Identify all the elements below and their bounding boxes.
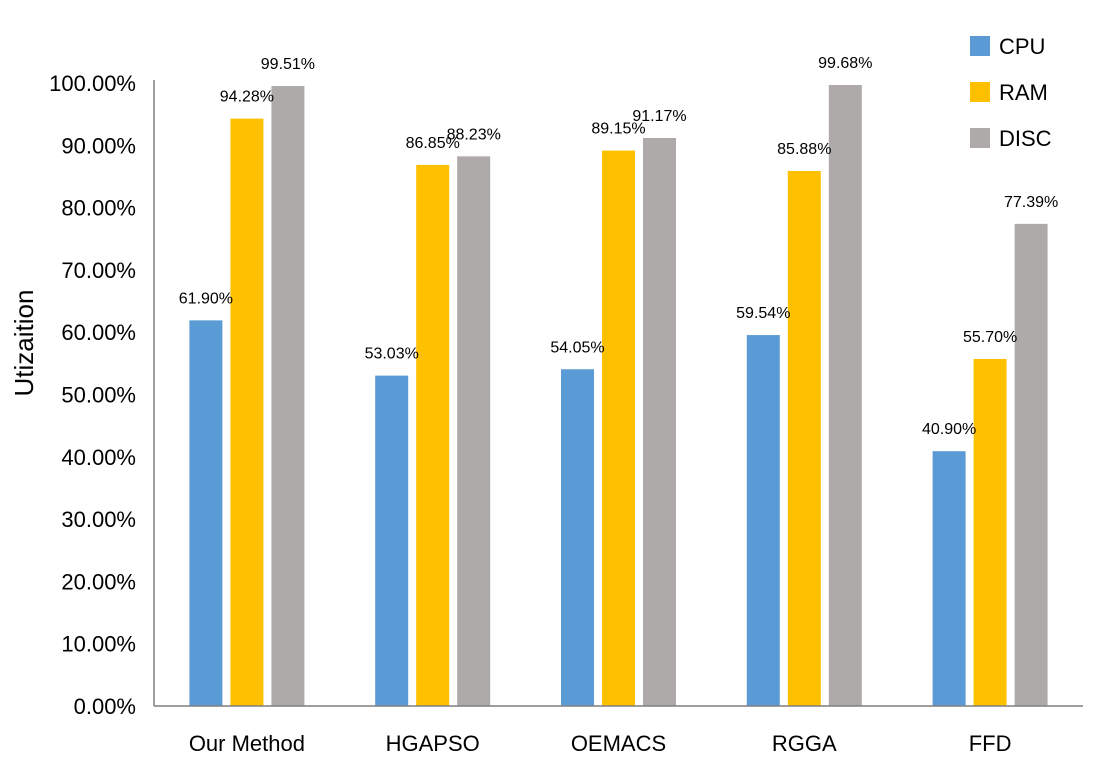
x-tick-label: RGGA — [772, 731, 837, 756]
legend-swatch-disc — [970, 128, 990, 148]
legend-swatch-ram — [970, 82, 990, 102]
data-label-cpu-3: 59.54% — [736, 305, 790, 322]
y-tick-label: 70.00% — [61, 258, 136, 283]
legend-swatch-cpu — [970, 36, 990, 56]
bar-cpu-1 — [375, 375, 409, 706]
bar-cpu-4 — [932, 451, 966, 706]
y-tick-label: 20.00% — [61, 569, 136, 594]
y-tick-label: 80.00% — [61, 196, 136, 221]
x-tick-label: Our Method — [189, 731, 305, 756]
bar-ram-2 — [602, 150, 635, 706]
data-label-cpu-2: 54.05% — [550, 339, 604, 356]
legend: CPU RAM DISC — [970, 34, 1052, 151]
y-tick-label: 60.00% — [61, 320, 136, 345]
bar-cpu-3 — [746, 335, 780, 706]
data-label-cpu-1: 53.03% — [365, 346, 419, 363]
data-labels: 61.90% 94.28% 99.51% 53.03% 86.85%88.23% 54.0… — [179, 55, 1058, 438]
y-tick-label: 0.00% — [74, 694, 136, 719]
data-label-cpu-0: 61.90% — [179, 290, 233, 307]
bar-cpu-2 — [561, 369, 594, 706]
x-tick-label: FFD — [969, 731, 1012, 756]
data-label-disc-3: 99.68% — [818, 55, 872, 72]
y-tick-label: 30.00% — [61, 507, 136, 532]
bar-disc-0 — [271, 86, 305, 707]
y-tick-label: 100.00% — [49, 71, 136, 96]
x-tick-label: OEMACS — [571, 731, 666, 756]
y-tick-label: 10.00% — [61, 632, 136, 657]
bar-disc-1 — [457, 156, 491, 707]
axes — [153, 80, 1083, 707]
y-axis-title: Utizaition — [9, 290, 39, 397]
data-label-disc-0: 99.51% — [261, 56, 315, 73]
y-tick-label: 40.00% — [61, 445, 136, 470]
data-label-ram-3: 85.88% — [777, 141, 831, 158]
bar-ram-0 — [230, 118, 264, 706]
legend-label-disc: DISC — [999, 126, 1052, 151]
legend-label-ram: RAM — [999, 80, 1048, 105]
x-tick-label: HGAPSO — [386, 731, 480, 756]
data-label-disc-4: 77.39% — [1004, 194, 1058, 211]
y-axis-ticks: 0.00% 10.00% 20.00% 30.00% 40.00% 50.00% 60.00… — [49, 71, 136, 719]
data-label-ram-2: 89.15% — [591, 121, 645, 138]
bar-disc-3 — [828, 84, 862, 707]
bar-disc-4 — [1014, 223, 1048, 707]
bars — [189, 84, 1048, 707]
bar-ram-4 — [973, 358, 1007, 706]
data-label-ram-4: 55.70% — [963, 329, 1017, 346]
data-label-disc-2: 91.17% — [632, 108, 686, 125]
bar-cpu-0 — [189, 320, 223, 706]
bar-ram-1 — [416, 164, 450, 706]
data-label-disc-1: 88.23% — [447, 126, 501, 143]
y-tick-label: 90.00% — [61, 133, 136, 158]
bar-ram-3 — [787, 170, 821, 707]
data-label-ram-0: 94.28% — [220, 89, 274, 106]
legend-label-cpu: CPU — [999, 34, 1045, 59]
y-tick-label: 50.00% — [61, 383, 136, 408]
data-label-ram-1: 86.85% — [406, 135, 460, 152]
bar-disc-2 — [643, 138, 676, 707]
x-axis-labels: Our Method HGAPSO OEMACS RGGA FFD — [189, 731, 1012, 756]
data-label-cpu-4: 40.90% — [922, 421, 976, 438]
